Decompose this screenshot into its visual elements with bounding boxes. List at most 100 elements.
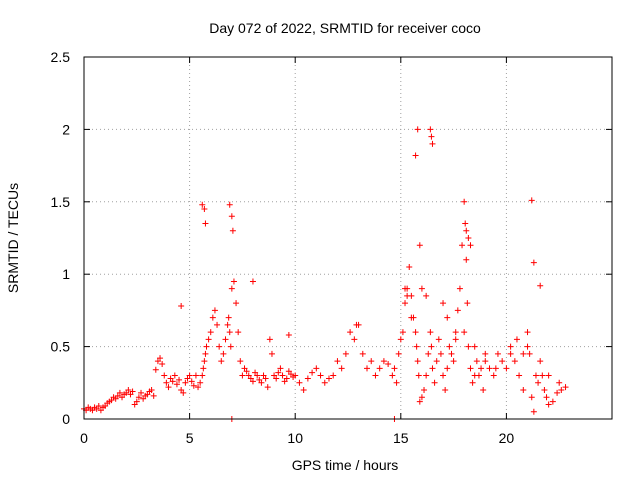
data-point [304,375,311,382]
data-point [528,197,535,204]
data-point [412,152,419,159]
data-point [423,372,430,379]
data-point [372,372,379,379]
data-point [317,372,324,379]
data-point [562,384,569,391]
data-point [429,365,436,372]
data-point [530,408,537,415]
data-point [376,365,383,372]
data-point [163,379,170,386]
data-point [364,365,371,372]
data-point [197,379,204,386]
data-point [264,384,271,391]
data-point [467,365,474,372]
data-point [421,387,428,394]
data-point [444,314,451,321]
data-point [214,321,221,328]
data-point [427,329,434,336]
data-point [254,372,261,379]
data-point [428,133,435,140]
data-point [499,358,506,365]
data-point [233,300,240,307]
x-tick-label: 0 [80,430,88,446]
data-point [200,365,207,372]
data-point [229,227,236,234]
data-point [216,343,223,350]
data-point [285,332,292,339]
data-point [325,375,332,382]
data-point [165,384,172,391]
data-point [338,365,345,372]
data-point [520,350,527,357]
y-tick-label: 1 [62,266,70,282]
data-point [178,303,185,310]
data-point [478,365,485,372]
data-point [473,358,480,365]
x-tick-label: 5 [186,430,194,446]
data-point [520,387,527,394]
data-point [535,379,542,386]
y-tick-label: 0.5 [51,339,71,355]
data-point [353,321,360,328]
data-point [433,358,440,365]
data-point [334,358,341,365]
data-point [448,350,455,357]
data-point [222,336,229,343]
data-point [490,372,497,379]
data-point [351,336,358,343]
data-point [292,372,299,379]
data-point [459,242,466,249]
data-point [235,329,242,336]
data-point [465,343,472,350]
data-point [152,366,159,373]
data-point [463,256,470,263]
data-point [526,350,533,357]
data-point [199,201,206,208]
data-point [545,401,552,408]
data-point [228,285,235,292]
data-point [467,242,474,249]
data-point [537,358,544,365]
data-point [558,387,565,394]
data-point [549,398,556,405]
x-tick-label: 10 [287,430,303,446]
data-point [129,388,136,395]
data-point [415,372,422,379]
data-point [176,376,183,383]
data-point [279,372,286,379]
data-point [150,392,157,399]
data-point [207,329,214,336]
data-point [268,350,275,357]
y-axis-label: SRMTID / TECUs [5,183,21,293]
data-point [452,329,459,336]
data-point [218,358,225,365]
data-point [537,282,544,289]
data-point [480,387,487,394]
data-point [461,329,468,336]
data-point [524,329,531,336]
data-point [418,394,425,401]
data-point [475,372,482,379]
data-point [125,387,132,394]
data-point [416,398,423,405]
data-point [224,321,231,328]
data-point [148,387,155,394]
data-point [95,402,102,409]
data-point [412,329,419,336]
data-point [205,336,212,343]
data-point [342,350,349,357]
data-point [532,372,539,379]
data-point [511,358,518,365]
y-tick-label: 2.5 [51,49,71,65]
data-point [440,372,447,379]
data-point [230,278,237,285]
data-point [296,379,303,386]
data-point [226,201,233,208]
data-point [237,358,244,365]
data-point [330,372,337,379]
data-point [309,369,316,376]
data-point [239,372,246,379]
chart-title: Day 072 of 2022, SRMTID for receiver coc… [209,20,481,36]
data-point [452,336,459,343]
data-point [423,292,430,299]
